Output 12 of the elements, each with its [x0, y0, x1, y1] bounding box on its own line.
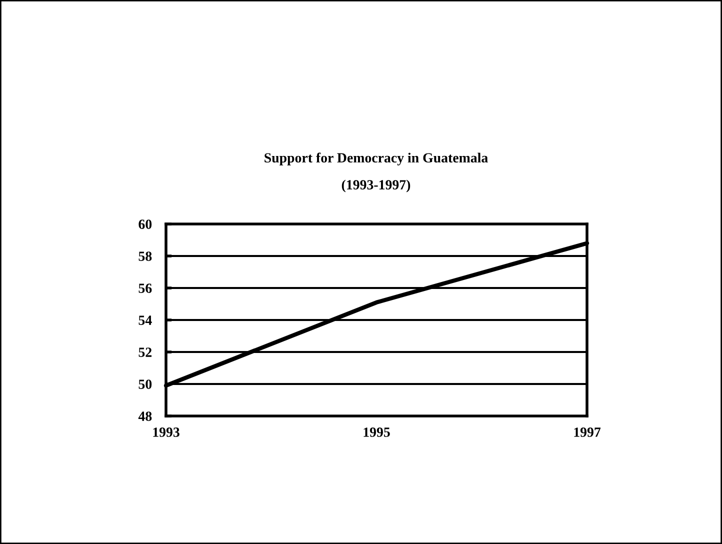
x-tick-label: 1995 — [364, 428, 390, 437]
x-tick-label: 1997 — [574, 428, 601, 437]
y-tick-label: 50 — [138, 380, 152, 389]
x-tick-label: 1993 — [153, 428, 180, 437]
y-tick-label: 60 — [138, 220, 152, 229]
y-tick-label: 54 — [138, 316, 152, 325]
chart-subtitle: (1993-1997) — [342, 180, 410, 192]
chart-title: Support for Democracy in Guatemala — [264, 152, 488, 166]
y-tick-label: 58 — [138, 252, 152, 261]
y-tick-label: 48 — [138, 412, 152, 421]
y-tick-label: 56 — [138, 284, 152, 293]
y-tick-label: 52 — [138, 348, 152, 357]
